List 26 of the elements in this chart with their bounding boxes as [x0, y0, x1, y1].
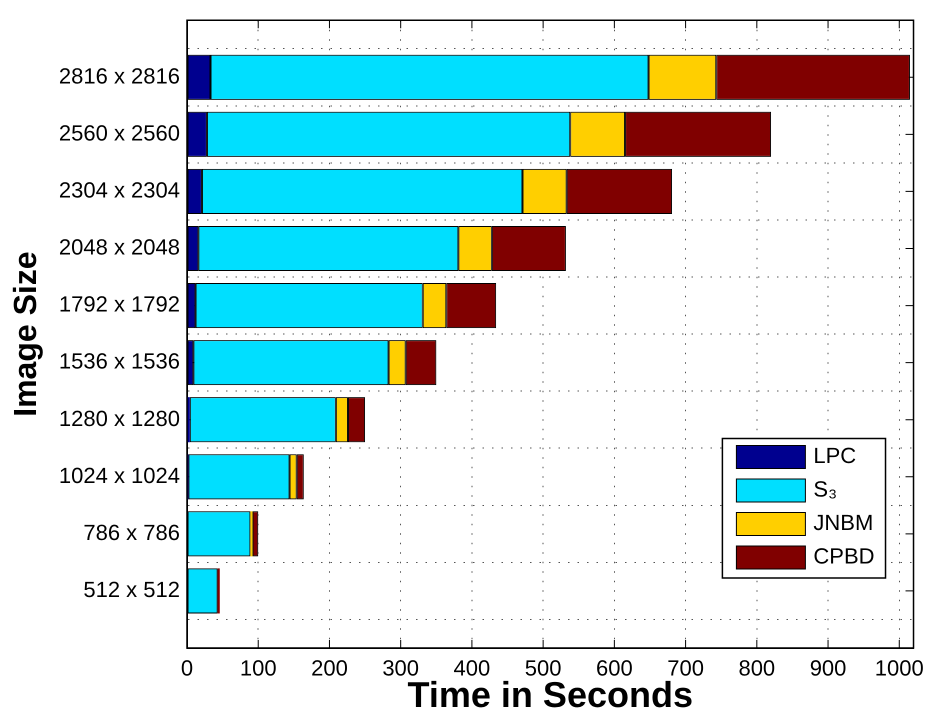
- x-tick-label: 1000: [874, 655, 924, 680]
- y-tick-label: 2048 x 2048: [58, 234, 180, 260]
- y-tick-label: 2304 x 2304: [58, 177, 180, 202]
- x-tick-label: 300: [382, 655, 420, 680]
- x-tick-label: 400: [454, 655, 490, 680]
- x-tick-label: 200: [311, 655, 348, 680]
- y-tick-label: 1024 x 1024: [58, 462, 180, 488]
- x-tick-label: 900: [810, 655, 846, 680]
- y-axis-title: Image Size: [6, 251, 43, 417]
- legend-label: LPC: [813, 443, 856, 468]
- y-tick-label: 1280 x 1280: [58, 406, 180, 431]
- x-tick-label: 700: [667, 655, 704, 680]
- y-tick-label: 2560 x 2560: [58, 120, 180, 146]
- x-tick-label: 0: [180, 655, 194, 680]
- x-tick-label: 600: [596, 655, 633, 680]
- y-tick-label: 512 x 512: [83, 576, 180, 602]
- y-tick-label: 1536 x 1536: [58, 348, 180, 374]
- legend-label: JNBM: [813, 510, 874, 536]
- x-tick-label: 100: [240, 655, 277, 680]
- y-tick-label: 1792 x 1792: [58, 292, 180, 317]
- legend-label: S₃: [813, 476, 838, 502]
- x-tick-label: 500: [524, 655, 562, 680]
- y-tick-label: 2816 x 2816: [58, 63, 180, 88]
- y-tick-label: 786 x 786: [83, 520, 180, 545]
- legend-label: CPBD: [813, 544, 875, 569]
- x-tick-label: 800: [738, 655, 776, 680]
